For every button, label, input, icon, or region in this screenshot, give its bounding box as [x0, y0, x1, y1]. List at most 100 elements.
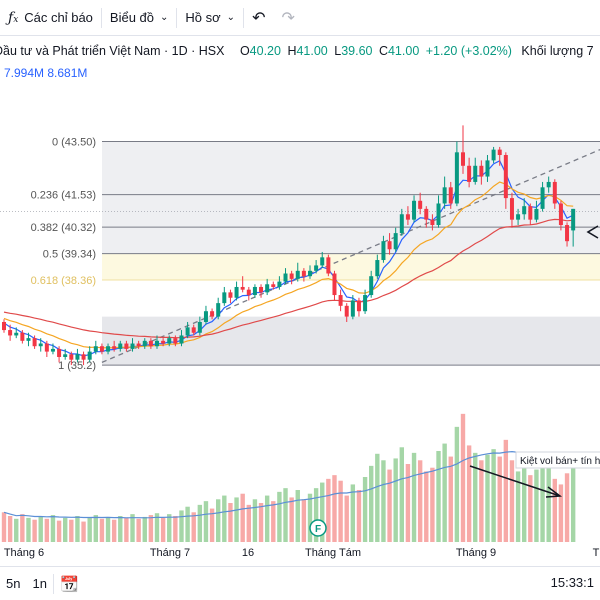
candle-body — [228, 292, 233, 298]
volume-bar — [258, 503, 264, 542]
candle-body — [509, 198, 514, 220]
volume-bar — [509, 460, 515, 542]
candle-body — [167, 338, 172, 344]
fib-zone — [102, 194, 600, 228]
date-range-button[interactable]: 📆 — [54, 575, 85, 593]
fib-label: 0.382 (40.32) — [31, 222, 96, 234]
candle-body — [552, 181, 557, 204]
volume-bar — [344, 495, 349, 542]
volume-bar — [240, 493, 245, 542]
candle-body — [528, 206, 533, 220]
volume-bar — [252, 499, 258, 542]
volume-ma-line — [3, 450, 574, 519]
candle-body — [81, 354, 86, 360]
volume-bar — [479, 460, 484, 542]
volume-bar — [14, 518, 19, 542]
volume-bar — [69, 519, 74, 542]
range-5n-button[interactable]: 5n — [6, 576, 21, 591]
volume-bar — [99, 518, 105, 542]
clock-time: 15:33:1 — [550, 575, 594, 590]
candle-body — [155, 340, 159, 347]
volume-bar — [44, 518, 50, 542]
candle-body — [112, 346, 117, 349]
candle-body — [106, 346, 111, 352]
candle-body — [142, 340, 147, 347]
volume-bar — [522, 465, 527, 542]
volume-bar — [105, 516, 111, 542]
volume-bar — [460, 413, 466, 542]
candle-body — [356, 300, 361, 312]
annotation-box — [515, 451, 600, 469]
candle-body — [289, 273, 294, 279]
candle-body — [216, 303, 221, 317]
chevron-down-icon: ⌄ — [160, 12, 169, 23]
candle-body — [308, 270, 312, 277]
candle-body — [295, 270, 300, 279]
fib-label: 0.618 (38.36) — [31, 275, 96, 287]
candle-body — [26, 338, 31, 341]
candle-body — [75, 354, 80, 360]
symbol-title[interactable]: Đầu tư và Phát triển Việt Nam · 1D · HSX — [0, 44, 225, 58]
volume-bar — [222, 495, 227, 542]
volume-bar — [393, 458, 398, 542]
profile-label: Hồ sơ — [185, 10, 221, 25]
volume-bar — [50, 515, 56, 542]
volume-bar — [26, 517, 31, 542]
volume-bar — [307, 493, 313, 542]
candle-body — [412, 200, 417, 220]
toolbar-divider — [100, 7, 102, 28]
candle-body — [399, 214, 404, 234]
candle-body — [558, 203, 563, 226]
candle-body — [565, 225, 570, 242]
volume-bar — [124, 517, 129, 542]
candle-body — [2, 321, 6, 331]
volume-bar — [546, 467, 551, 542]
candle-body — [418, 200, 423, 209]
volume-bar — [399, 447, 404, 542]
volume-bar — [246, 504, 251, 542]
candle-body — [350, 300, 355, 317]
x-axis-label: T — [593, 547, 600, 559]
toolbar-divider — [52, 573, 54, 594]
candle-body — [191, 327, 196, 333]
volume-bar — [81, 521, 86, 542]
volume-bar — [332, 475, 337, 542]
volume-bar — [38, 516, 43, 542]
candle-body — [234, 286, 239, 298]
volume-bar — [350, 484, 356, 542]
redo-button[interactable]: ↷ — [273, 0, 302, 36]
volume-bar — [277, 491, 282, 542]
x-axis-label: 16 — [242, 547, 254, 559]
arrow-icon — [586, 225, 599, 239]
volume-bar — [56, 520, 62, 542]
candle-body — [99, 346, 104, 352]
chart-legend: Đầu tư và Phát triển Việt Nam · 1D · HSX… — [0, 44, 600, 62]
undo-button[interactable]: ↶ — [244, 0, 273, 36]
fib-label: 0.236 (41.53) — [31, 190, 96, 202]
volume-bar — [191, 512, 196, 542]
volume-bar — [356, 490, 362, 542]
volume-bar — [540, 462, 545, 542]
candle-body — [320, 257, 325, 266]
indicators-button[interactable]: ƒx Các chỉ báo — [0, 0, 101, 36]
candle-body — [430, 219, 435, 226]
profile-button[interactable]: Hồ sơ ⌄ — [177, 0, 243, 36]
candle-body — [540, 187, 545, 209]
toolbar-divider — [176, 7, 178, 28]
volume-bar — [20, 514, 25, 542]
candle-body — [436, 203, 441, 226]
trend-line — [101, 149, 600, 363]
candle-body — [326, 257, 331, 274]
range-1n-button[interactable]: 1n — [32, 576, 47, 591]
candle-body — [32, 338, 37, 347]
volume-label[interactable]: Khối lượng 7 — [521, 44, 594, 58]
function-icon: ƒx — [8, 9, 19, 26]
volume-bar — [136, 518, 141, 542]
price-chart[interactable]: 0 (43.50) 0.236 (41.53) 0.382 (40.32) 0.5 (… — [0, 0, 600, 566]
chart-type-button[interactable]: Biểu đồ ⌄ — [102, 0, 176, 36]
candle-body — [442, 187, 447, 204]
candle-body — [69, 354, 74, 360]
volume-bar — [179, 510, 184, 542]
volume-bar — [209, 508, 215, 542]
top-toolbar: ƒx Các chỉ báo Biểu đồ ⌄ Hồ sơ ⌄ ↶ ↷ — [0, 0, 600, 36]
